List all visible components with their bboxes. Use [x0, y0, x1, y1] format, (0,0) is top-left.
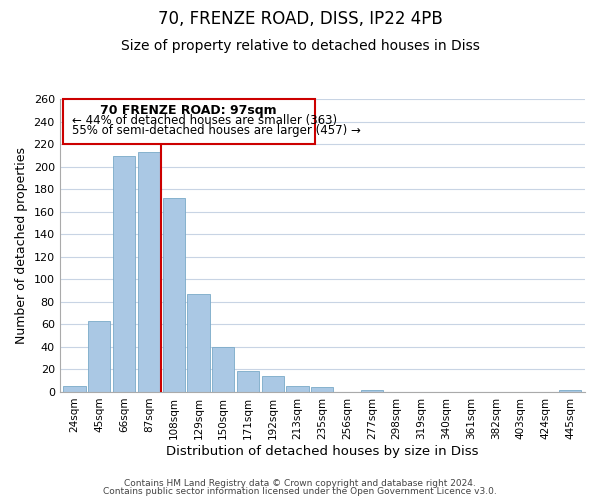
Bar — [138, 152, 160, 392]
Text: ← 44% of detached houses are smaller (363): ← 44% of detached houses are smaller (36… — [72, 114, 337, 127]
Text: Contains public sector information licensed under the Open Government Licence v3: Contains public sector information licen… — [103, 487, 497, 496]
Text: 55% of semi-detached houses are larger (457) →: 55% of semi-detached houses are larger (… — [72, 124, 361, 137]
Bar — [212, 347, 235, 392]
Y-axis label: Number of detached properties: Number of detached properties — [15, 147, 28, 344]
Bar — [262, 376, 284, 392]
Bar — [559, 390, 581, 392]
Bar — [113, 156, 135, 392]
Text: 70 FRENZE ROAD: 97sqm: 70 FRENZE ROAD: 97sqm — [100, 104, 277, 117]
Bar — [361, 390, 383, 392]
Bar — [237, 370, 259, 392]
Bar — [163, 198, 185, 392]
Bar — [311, 388, 334, 392]
Bar — [286, 386, 309, 392]
X-axis label: Distribution of detached houses by size in Diss: Distribution of detached houses by size … — [166, 444, 479, 458]
Bar — [64, 100, 315, 144]
Text: 70, FRENZE ROAD, DISS, IP22 4PB: 70, FRENZE ROAD, DISS, IP22 4PB — [158, 10, 442, 28]
Bar — [187, 294, 209, 392]
Text: Size of property relative to detached houses in Diss: Size of property relative to detached ho… — [121, 39, 479, 53]
Bar — [88, 321, 110, 392]
Text: Contains HM Land Registry data © Crown copyright and database right 2024.: Contains HM Land Registry data © Crown c… — [124, 478, 476, 488]
Bar — [64, 386, 86, 392]
